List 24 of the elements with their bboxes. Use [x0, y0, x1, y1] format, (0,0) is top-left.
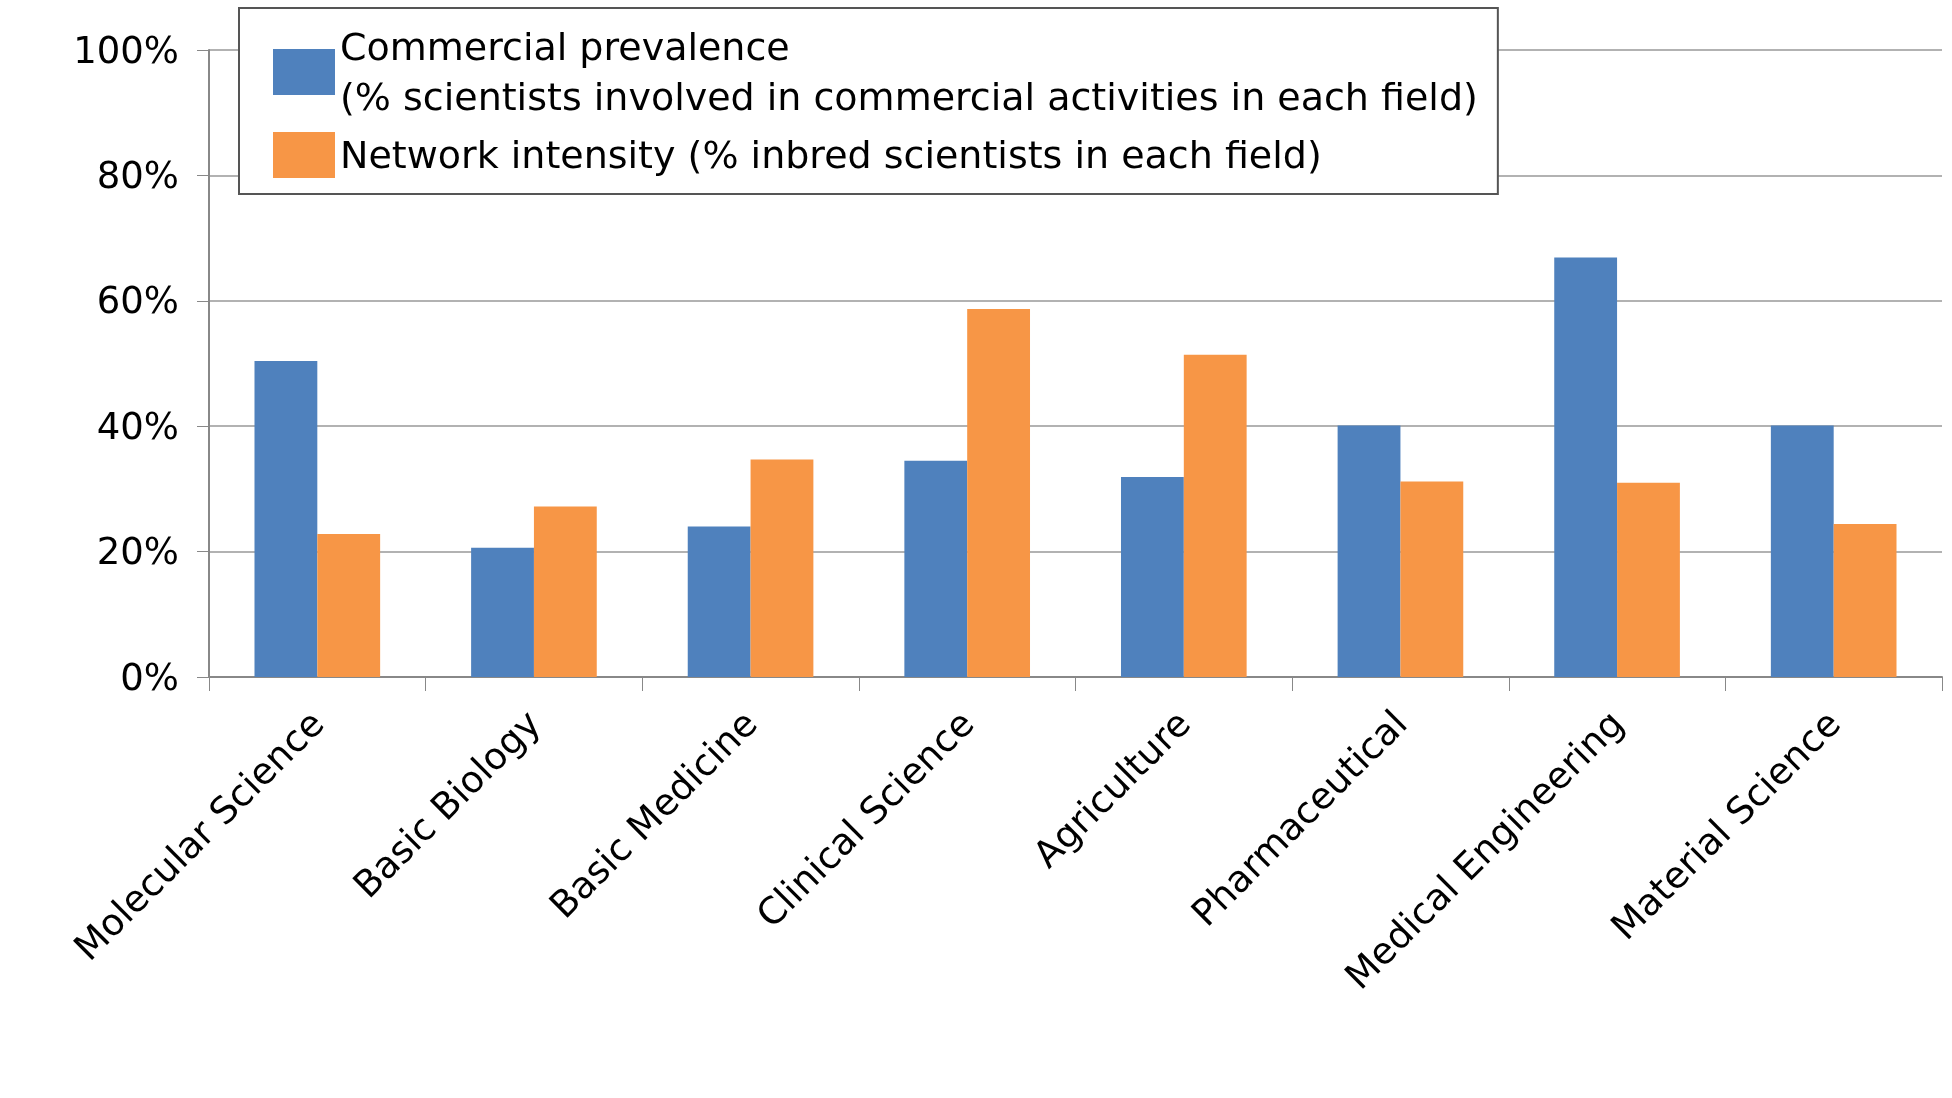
bar — [750, 459, 814, 677]
legend-label: Commercial prevalence (% scientists involved in commercial activities in each field) — [340, 25, 1478, 119]
bar — [471, 547, 534, 677]
bar — [1833, 524, 1897, 677]
bar — [533, 506, 597, 677]
y-tick-label: 100% — [73, 28, 179, 72]
bar — [1617, 482, 1680, 677]
bar — [967, 308, 1031, 677]
bar — [1554, 257, 1618, 677]
legend-label: Network intensity (% inbred scientists in each field) — [340, 133, 1322, 177]
bar — [1337, 425, 1401, 677]
bar — [317, 534, 381, 677]
y-tick-label: 80% — [96, 153, 179, 197]
bar — [1183, 354, 1247, 677]
bar — [1120, 476, 1184, 677]
bar — [1400, 481, 1464, 677]
y-tick-label: 60% — [96, 279, 179, 323]
bar — [1770, 425, 1834, 677]
bar — [254, 360, 318, 677]
y-tick-label: 20% — [96, 530, 179, 574]
y-tick-label: 40% — [96, 404, 179, 448]
bar — [687, 526, 751, 677]
bar — [904, 460, 968, 677]
y-tick-label: 0% — [120, 655, 179, 699]
